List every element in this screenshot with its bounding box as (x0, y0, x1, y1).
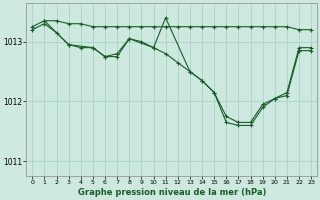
X-axis label: Graphe pression niveau de la mer (hPa): Graphe pression niveau de la mer (hPa) (77, 188, 266, 197)
